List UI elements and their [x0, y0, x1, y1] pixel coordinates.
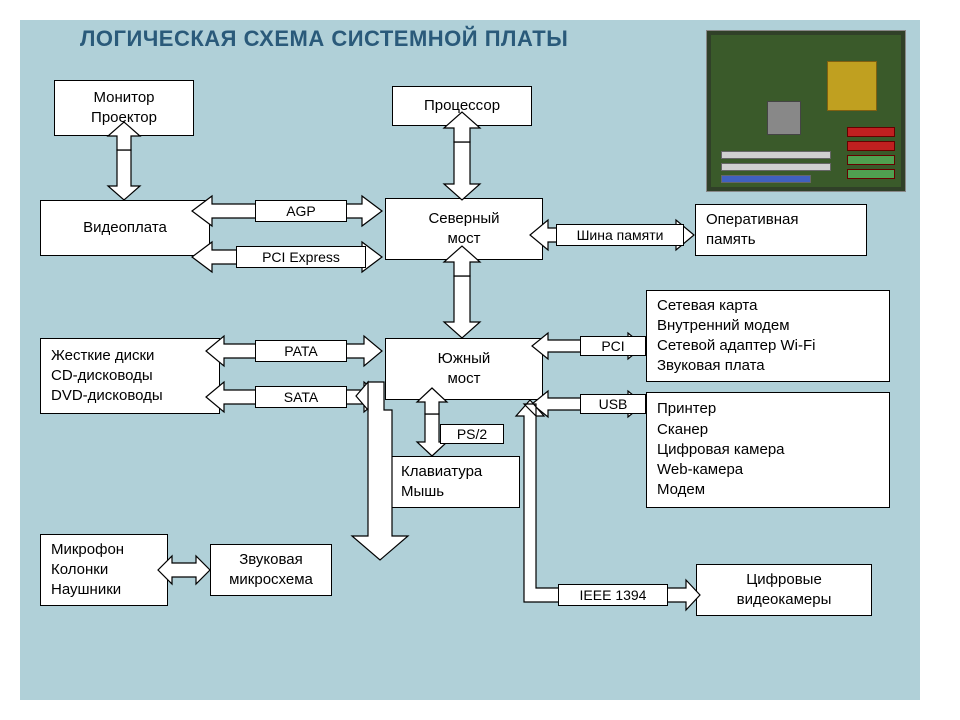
node-drives: Жесткие диски CD-дисководы DVD-дисководы	[40, 338, 220, 414]
node-cpu: Процессор	[392, 86, 532, 126]
page-title: ЛОГИЧЕСКАЯ СХЕМА СИСТЕМНОЙ ПЛАТЫ	[80, 26, 568, 52]
label-agp: AGP	[255, 200, 347, 222]
node-video: Видеоплата	[40, 200, 210, 256]
label-usb: USB	[580, 394, 646, 414]
motherboard-photo	[706, 30, 906, 192]
label-pci: PCI	[580, 336, 646, 356]
label-ieee1394: IEEE 1394	[558, 584, 668, 606]
node-south-bridge: Южный мост	[385, 338, 543, 400]
label-memory-bus: Шина памяти	[556, 224, 684, 246]
node-netcard: Сетевая карта Внутренний модем Сетевой а…	[646, 290, 890, 382]
label-ps2: PS/2	[440, 424, 504, 444]
node-camcorder: Цифровые видеокамеры	[696, 564, 872, 616]
label-pci-express: PCI Express	[236, 246, 366, 268]
node-mic-speakers: Микрофон Колонки Наушники	[40, 534, 168, 606]
node-north-bridge: Северный мост	[385, 198, 543, 260]
node-keyboard-mouse: Клавиатура Мышь	[390, 456, 520, 508]
node-sound-chip: Звуковая микросхема	[210, 544, 332, 596]
label-pata: PATA	[255, 340, 347, 362]
node-ram: Оперативная память	[695, 204, 867, 256]
node-usb-devices: Принтер Сканер Цифровая камера Web-камер…	[646, 392, 890, 508]
node-monitor: Монитор Проектор	[54, 80, 194, 136]
label-sata: SATA	[255, 386, 347, 408]
